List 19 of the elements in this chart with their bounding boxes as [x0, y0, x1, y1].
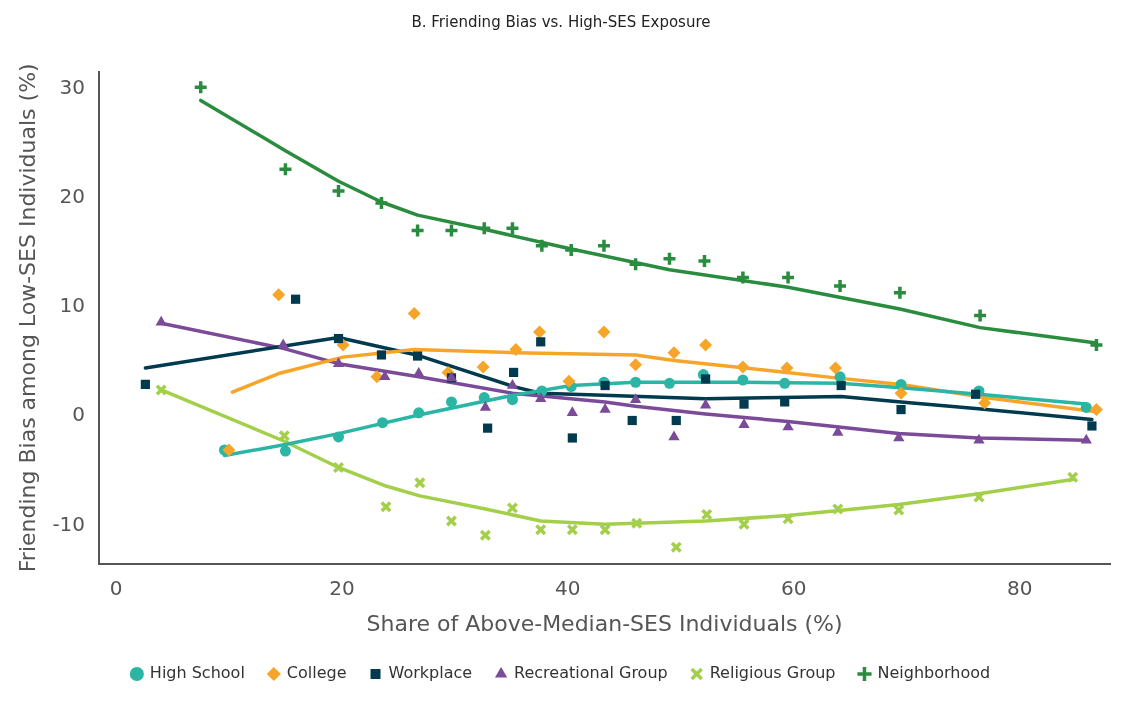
legend-label: Workplace [388, 663, 473, 683]
x-tick-label: 20 [329, 575, 355, 600]
y-tick-label: -10 [52, 511, 86, 536]
x-axis-title: Share of Above-Median-SES Individuals (%) [366, 610, 843, 636]
y-tick-label: 20 [59, 183, 86, 208]
x-tick-label: 60 [781, 575, 807, 600]
x-tick-label: 0 [109, 575, 123, 600]
y-tick-label: 0 [72, 402, 86, 427]
legend-label: College [286, 663, 347, 683]
legend-label: Neighborhood [877, 663, 991, 683]
chart-title: B. Friending Bias vs. High-SES Exposure [411, 12, 711, 31]
x-tick-label: 80 [1006, 575, 1033, 600]
y-tick-label: 10 [59, 293, 86, 318]
legend-label: High School [149, 663, 245, 683]
y-tick-label: 30 [59, 74, 86, 99]
x-tick-label: 40 [555, 575, 581, 600]
y-axis-title: Friending Bias among Low-SES Individuals (%) [14, 63, 40, 573]
legend-label: Recreational Group [514, 663, 668, 683]
legend-label: Religious Group [709, 663, 836, 683]
